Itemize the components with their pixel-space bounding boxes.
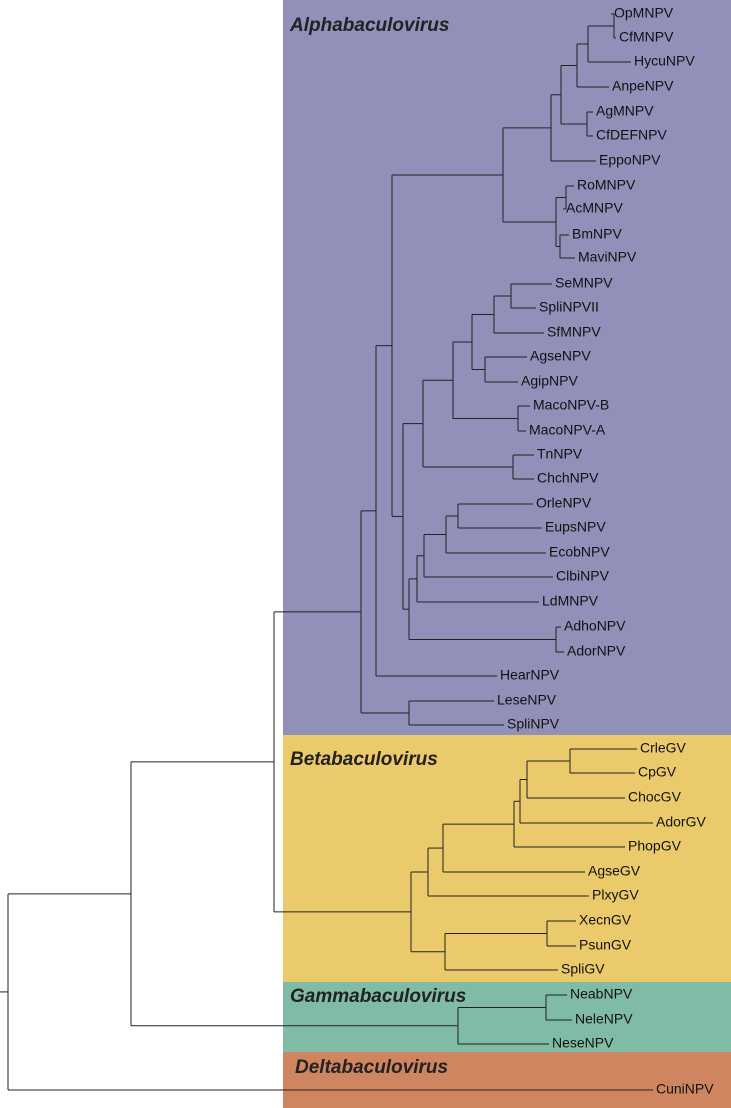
leaf-label: RoMNPV — [577, 177, 636, 193]
leaf-label: EppoNPV — [599, 152, 661, 168]
leaf-label: NeseNPV — [552, 1035, 614, 1051]
leaf-label: AdorGV — [656, 814, 706, 830]
leaf-label: BmNPV — [572, 226, 622, 242]
leaf-label: SpliNPVII — [539, 299, 599, 315]
leaf-label: PlxyGV — [592, 887, 639, 903]
leaf-label: EcobNPV — [549, 544, 610, 560]
leaf-label: ChocGV — [628, 789, 682, 805]
leaf-label: TnNPV — [537, 446, 583, 462]
leaf-label: AdhoNPV — [564, 618, 626, 634]
leaf-label: LeseNPV — [497, 692, 557, 708]
leaf-label: PhopGV — [628, 838, 682, 854]
leaf-label: HycuNPV — [634, 53, 695, 69]
leaf-label: SfMNPV — [547, 324, 601, 340]
group-label: Gammabaculovirus — [290, 986, 466, 1007]
beta-box — [283, 735, 731, 982]
leaf-label: PsunGV — [579, 937, 632, 953]
leaf-label: MacoNPV-A — [529, 422, 606, 438]
leaf-label: CpGV — [638, 764, 677, 780]
alpha-box — [283, 0, 731, 735]
leaf-label: HearNPV — [500, 667, 560, 683]
leaf-label: AgseNPV — [530, 348, 591, 364]
leaf-label: LdMNPV — [542, 593, 599, 609]
group-label: Betabaculovirus — [290, 749, 438, 770]
leaf-label: CfDEFNPV — [596, 127, 667, 143]
leaf-label: SpliNPV — [507, 716, 560, 732]
leaf-label: AgMNPV — [596, 103, 654, 119]
leaf-label: XecnGV — [579, 912, 632, 928]
leaf-label: AgseGV — [588, 863, 641, 879]
leaf-label: CfMNPV — [619, 29, 674, 45]
leaf-label: AnpeNPV — [612, 78, 674, 94]
gamma-box — [283, 982, 731, 1052]
leaf-label: EupsNPV — [545, 519, 606, 535]
delta-box — [283, 1052, 731, 1108]
leaf-label: CrleGV — [640, 740, 687, 756]
leaf-label: AgipNPV — [521, 373, 578, 389]
leaf-label: AdorNPV — [567, 643, 626, 659]
group-label: Deltabaculovirus — [295, 1057, 448, 1078]
group-label: Alphabaculovirus — [289, 15, 449, 36]
leaf-label: AcMNPV — [566, 200, 623, 216]
leaf-label: SeMNPV — [555, 275, 613, 291]
leaf-label: OpMNPV — [614, 5, 674, 21]
leaf-label: NeleNPV — [575, 1011, 633, 1027]
leaf-label: NeabNPV — [570, 986, 633, 1002]
leaf-label: ChchNPV — [537, 470, 599, 486]
leaf-label: SpliGV — [561, 961, 605, 977]
leaf-label: MaviNPV — [578, 249, 637, 265]
leaf-label: MacoNPV-B — [533, 397, 609, 413]
leaf-label: ClbiNPV — [556, 568, 610, 584]
leaf-label: CuniNPV — [656, 1081, 714, 1097]
leaf-label: OrleNPV — [536, 495, 592, 511]
